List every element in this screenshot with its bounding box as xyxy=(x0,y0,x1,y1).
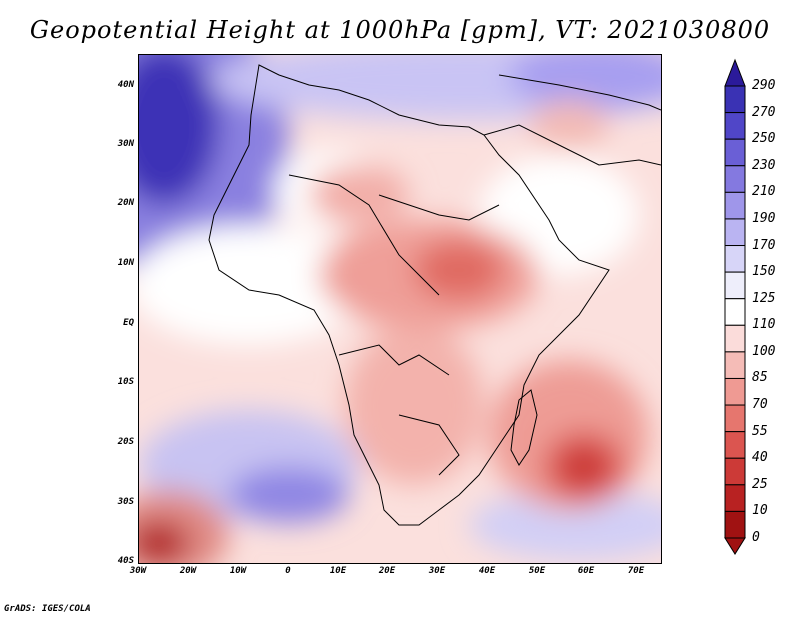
map-panel xyxy=(138,54,662,564)
colorbar: 290 270 250 230 210 190 170 150 125 110 100 85 70 55 4… xyxy=(720,58,790,558)
lon-label: 50E xyxy=(528,566,546,576)
colorbar-swatch xyxy=(724,431,746,459)
lon-label: 10E xyxy=(329,566,347,576)
lat-label: EQ xyxy=(123,318,134,328)
lon-label: 40E xyxy=(478,566,496,576)
coastlines xyxy=(208,64,661,526)
colorbar-swatch xyxy=(724,298,746,326)
lat-label: 30N xyxy=(117,139,134,149)
colorbar-label: 70 xyxy=(752,397,768,413)
lat-label: 20S xyxy=(117,437,134,447)
colorbar-swatch xyxy=(724,245,746,273)
field-shading xyxy=(139,55,661,563)
colorbar-label: 100 xyxy=(752,343,776,359)
colorbar-label: 0 xyxy=(752,530,760,545)
colorbar-swatch xyxy=(724,165,746,193)
colorbar-swatch xyxy=(724,377,746,406)
lon-label: 20W xyxy=(179,566,197,576)
colorbar-label: 55 xyxy=(752,423,768,439)
colorbar-swatch xyxy=(724,324,746,353)
colorbar-label: 270 xyxy=(752,104,776,120)
colorbar-label: 170 xyxy=(752,237,776,253)
lat-label: 40S xyxy=(117,556,134,566)
colorbar-bottom-arrow xyxy=(724,537,746,555)
lon-label: 10W xyxy=(229,566,247,576)
colorbar-label: 290 xyxy=(752,78,776,93)
colorbar-top-arrow xyxy=(724,58,746,87)
colorbar-swatch xyxy=(724,351,746,379)
colorbar-swatch xyxy=(724,112,746,140)
colorbar-swatch xyxy=(724,218,746,247)
lon-label: 70E xyxy=(627,566,645,576)
colorbar-boxes xyxy=(724,85,746,539)
lat-label: 20N xyxy=(117,198,134,208)
colorbar-swatch xyxy=(724,404,746,433)
colorbar-label: 10 xyxy=(752,503,768,519)
colorbar-label: 40 xyxy=(752,450,768,466)
lat-label: 10S xyxy=(117,377,134,387)
colorbar-swatch xyxy=(724,510,746,539)
colorbar-swatch xyxy=(724,138,746,167)
colorbar-label: 190 xyxy=(752,210,776,226)
lon-label: 0 xyxy=(285,566,291,576)
colorbar-swatch xyxy=(724,191,746,220)
colorbar-label: 230 xyxy=(752,157,776,173)
colorbar-label: 250 xyxy=(752,131,776,147)
colorbar-label: 110 xyxy=(752,317,776,333)
footer-credit: GrADS: IGES/COLA xyxy=(4,604,91,614)
colorbar-swatch xyxy=(724,484,746,512)
colorbar-swatch xyxy=(724,271,746,300)
colorbar-label: 125 xyxy=(752,290,776,306)
map-title: Geopotential Height at 1000hPa [gpm], VT… xyxy=(29,16,771,44)
colorbar-label: 210 xyxy=(752,184,776,200)
lon-label: 30E xyxy=(428,566,446,576)
colorbar-label: 85 xyxy=(752,370,768,386)
lon-label: 60E xyxy=(577,566,595,576)
geopotential-field xyxy=(139,55,661,563)
colorbar-swatch xyxy=(724,457,746,486)
colorbar-label: 150 xyxy=(752,264,776,280)
lon-label: 30W xyxy=(129,566,147,576)
colorbar-graphic xyxy=(724,58,746,555)
colorbar-label: 25 xyxy=(752,476,768,492)
lat-label: 40N xyxy=(117,80,134,90)
lon-label: 20E xyxy=(378,566,396,576)
lat-label: 30S xyxy=(117,497,134,507)
colorbar-swatch xyxy=(724,85,746,114)
lat-label: 10N xyxy=(117,258,134,268)
